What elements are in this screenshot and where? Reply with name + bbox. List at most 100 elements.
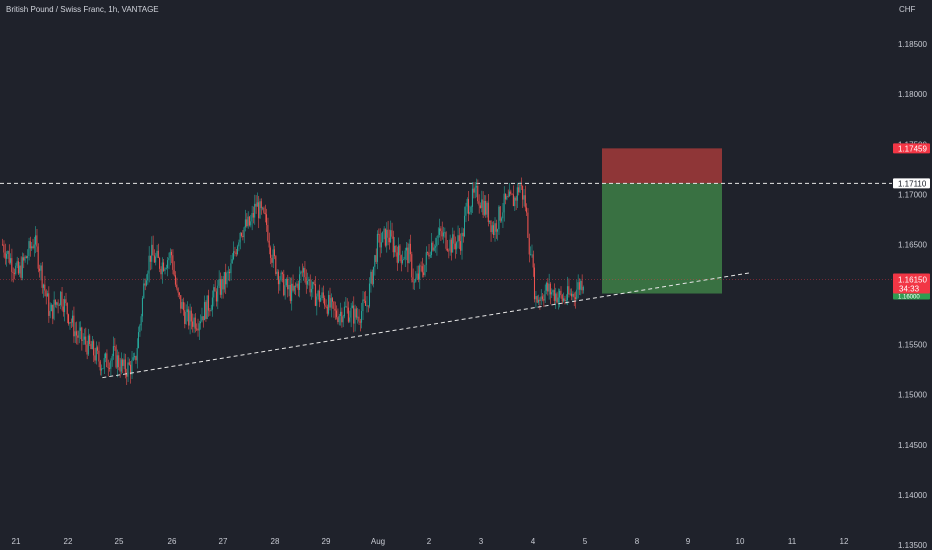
candle[interactable] xyxy=(202,316,204,328)
candle[interactable] xyxy=(2,238,4,246)
candle[interactable] xyxy=(272,243,274,269)
candle[interactable] xyxy=(110,358,112,377)
candle[interactable] xyxy=(283,269,285,297)
candle[interactable] xyxy=(227,266,229,281)
candle[interactable] xyxy=(446,239,448,252)
candle[interactable] xyxy=(481,190,483,213)
candle[interactable] xyxy=(31,241,33,251)
candle[interactable] xyxy=(474,182,476,199)
candle[interactable] xyxy=(297,280,299,297)
candle[interactable] xyxy=(411,251,413,283)
candle[interactable] xyxy=(12,267,14,283)
candle[interactable] xyxy=(483,195,485,217)
candle[interactable] xyxy=(28,237,30,261)
candle[interactable] xyxy=(70,318,72,328)
candle[interactable] xyxy=(450,237,452,261)
candle[interactable] xyxy=(267,217,269,243)
candle[interactable] xyxy=(5,251,7,267)
candle[interactable] xyxy=(417,265,419,283)
candle[interactable] xyxy=(58,303,60,306)
candle[interactable] xyxy=(350,302,352,328)
candle[interactable] xyxy=(537,294,539,306)
candle[interactable] xyxy=(507,189,509,198)
candle[interactable] xyxy=(207,289,209,317)
candle[interactable] xyxy=(434,237,436,253)
candle[interactable] xyxy=(467,191,469,222)
candle[interactable] xyxy=(4,243,6,265)
support-trendline[interactable] xyxy=(102,272,752,379)
candle[interactable] xyxy=(148,246,150,283)
resistance-level-tag[interactable]: 1.17110 xyxy=(893,178,930,189)
candle[interactable] xyxy=(42,283,44,298)
candle[interactable] xyxy=(151,236,153,270)
candle[interactable] xyxy=(197,318,199,337)
candle[interactable] xyxy=(531,244,533,258)
candle[interactable] xyxy=(482,191,484,218)
candle[interactable] xyxy=(548,273,550,300)
candle[interactable] xyxy=(163,258,165,272)
take-profit-zone[interactable] xyxy=(602,183,722,294)
candle[interactable] xyxy=(73,306,75,343)
candle[interactable] xyxy=(392,230,394,258)
candle[interactable] xyxy=(242,230,244,241)
candle[interactable] xyxy=(384,228,386,248)
candle[interactable] xyxy=(469,205,471,215)
candle[interactable] xyxy=(312,281,314,298)
candle[interactable] xyxy=(226,270,228,288)
candle[interactable] xyxy=(295,282,297,296)
candle[interactable] xyxy=(24,255,26,263)
candle[interactable] xyxy=(112,336,114,360)
candle[interactable] xyxy=(547,278,549,296)
candle[interactable] xyxy=(317,289,319,300)
candle[interactable] xyxy=(250,214,252,228)
candle[interactable] xyxy=(35,226,37,254)
candle[interactable] xyxy=(477,179,479,204)
candle[interactable] xyxy=(46,290,48,297)
candle[interactable] xyxy=(343,301,345,319)
candle[interactable] xyxy=(453,230,455,250)
candle[interactable] xyxy=(489,220,491,224)
candle[interactable] xyxy=(347,301,349,324)
candle[interactable] xyxy=(518,183,520,196)
candle[interactable] xyxy=(396,246,398,271)
candle[interactable] xyxy=(493,221,495,238)
candle[interactable] xyxy=(189,303,191,335)
candle[interactable] xyxy=(61,287,63,311)
candle[interactable] xyxy=(367,305,369,313)
candle[interactable] xyxy=(572,291,574,302)
candle[interactable] xyxy=(415,271,417,283)
candle[interactable] xyxy=(83,328,85,345)
candle[interactable] xyxy=(79,321,81,340)
candle[interactable] xyxy=(395,245,397,257)
candle[interactable] xyxy=(342,314,344,328)
candle[interactable] xyxy=(200,314,202,330)
candle[interactable] xyxy=(536,295,538,304)
candle[interactable] xyxy=(288,276,290,297)
candle[interactable] xyxy=(230,254,232,281)
candle[interactable] xyxy=(135,355,137,364)
candle[interactable] xyxy=(3,240,5,258)
candle[interactable] xyxy=(50,303,52,312)
candle[interactable] xyxy=(86,340,88,360)
candle[interactable] xyxy=(508,182,510,197)
candle[interactable] xyxy=(559,288,561,308)
candle[interactable] xyxy=(473,182,475,199)
candle[interactable] xyxy=(215,288,217,307)
candle[interactable] xyxy=(164,267,166,275)
candle[interactable] xyxy=(457,225,459,249)
candle[interactable] xyxy=(523,188,525,207)
candle[interactable] xyxy=(520,177,522,191)
candle[interactable] xyxy=(394,236,396,257)
candle[interactable] xyxy=(155,252,157,266)
candle[interactable] xyxy=(569,288,571,296)
candle[interactable] xyxy=(210,304,212,312)
candle[interactable] xyxy=(362,290,364,320)
candle[interactable] xyxy=(56,301,58,309)
candle[interactable] xyxy=(475,178,477,198)
candle[interactable] xyxy=(580,278,582,296)
candle[interactable] xyxy=(289,277,291,304)
candle[interactable] xyxy=(495,219,497,239)
candle[interactable] xyxy=(553,283,555,305)
candle[interactable] xyxy=(131,351,133,379)
candle[interactable] xyxy=(140,313,142,331)
